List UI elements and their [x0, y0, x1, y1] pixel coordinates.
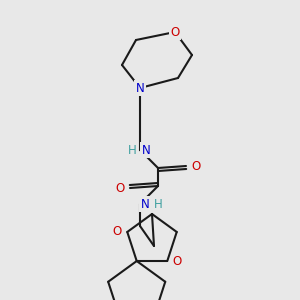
Text: O: O [173, 254, 182, 268]
Text: O: O [112, 226, 122, 238]
Text: O: O [116, 182, 124, 194]
Text: N: N [142, 143, 150, 157]
Text: H: H [128, 143, 136, 157]
Text: N: N [136, 82, 144, 94]
Text: N: N [141, 197, 149, 211]
Text: O: O [191, 160, 201, 172]
Text: O: O [170, 26, 180, 38]
Text: H: H [154, 197, 162, 211]
